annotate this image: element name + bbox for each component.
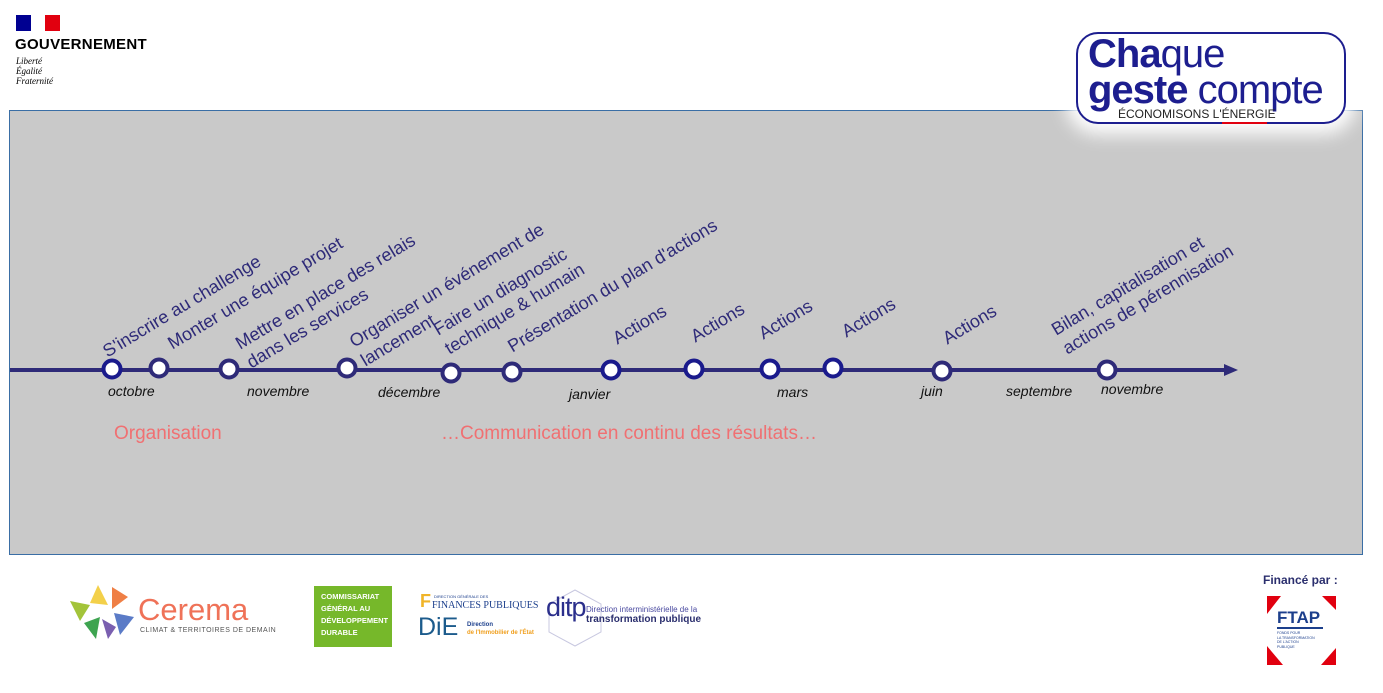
timeline-node [822,357,844,379]
timeline-node [101,358,123,380]
cgdd-line: DÉVELOPPEMENT [321,616,389,625]
month-label: septembre [1006,383,1073,399]
ditp-line1: Direction interministérielle de la [586,605,698,614]
month-label: janvier [569,386,611,402]
cgdd-line: COMMISSARIAT [321,592,380,601]
cgdd-line: GÉNÉRAL AU [321,604,371,613]
cerema-name: Cerema [138,592,249,627]
ditp-line2: transformation publique [586,614,701,625]
timeline-panel [9,110,1363,555]
month-label: juin [921,383,943,399]
gov-title: GOUVERNEMENT [15,36,147,53]
ftap-name: FTAP [1277,608,1321,627]
dgfip-small: DIRECTION GÉNÉRALE DES [434,594,489,599]
ftap-line: DE L'ACTION [1277,640,1299,644]
timeline-node [218,358,240,380]
die-line2: de l'Immobilier de l'État [467,630,534,636]
ftap-logo: FTAP FONDS POUR LA TRANSFORMATION DE L'A… [1267,596,1336,665]
marianne-flag-logo [16,15,61,31]
ftap-line: FONDS POUR [1277,631,1301,635]
chaque-geste-compte-logo [1076,32,1346,124]
logo-line-2: geste compte [1088,68,1324,112]
timeline-node [683,358,705,380]
cerema-star-icon [70,585,134,639]
phase-communication: …Communication en continu des résultats… [441,423,817,444]
month-label: novembre [247,383,310,399]
ftap-subtitle: FONDS POUR LA TRANSFORMATION DE L'ACTION… [1277,627,1323,649]
die-name: DiE [418,613,459,641]
month-label: mars [777,384,809,400]
ftap-corners-icon [1267,596,1336,665]
cgdd-logo: COMMISSARIAT GÉNÉRAL AU DÉVELOPPEMENT DU… [314,586,392,647]
month-label: octobre [108,383,155,399]
arrow-head-icon [1224,364,1238,376]
ditp-name: ditp [546,592,587,622]
month-label: novembre [1101,381,1164,397]
gov-motto: Liberté Égalité Fraternité [16,56,53,86]
ftap-line: PUBLIQUE [1277,644,1295,649]
ftap-line: LA TRANSFORMATION [1277,635,1315,640]
cgdd-line: DURABLE [321,628,358,637]
month-label: décembre [378,384,441,400]
phase-organisation: Organisation [114,423,222,444]
ditp-hexagon-icon [548,589,602,647]
timeline-node [759,358,781,380]
timeline-node [1096,359,1118,381]
die-line1: Direction [467,622,494,628]
timeline-node [148,357,170,379]
motto-line: Fraternité [16,76,53,86]
timeline-node [600,359,622,381]
timeline-node [501,361,523,383]
logo-line-1: Chaque [1088,32,1225,76]
motto-line: Liberté [16,56,42,66]
timeline-node [931,360,953,382]
dgfip-f-icon: F [420,591,431,611]
timeline-node [440,362,462,384]
dgfip-name: FINANCES PUBLIQUES [432,600,539,611]
logo-underline [1222,122,1267,124]
timeline-node [336,357,358,379]
cerema-tagline: CLIMAT & TERRITOIRES DE DEMAIN [140,627,277,634]
motto-line: Égalité [16,66,42,76]
logo-tagline: ÉCONOMISONS L'ÉNERGIE [1118,107,1276,121]
funded-by-label: Financé par : [1263,573,1338,587]
